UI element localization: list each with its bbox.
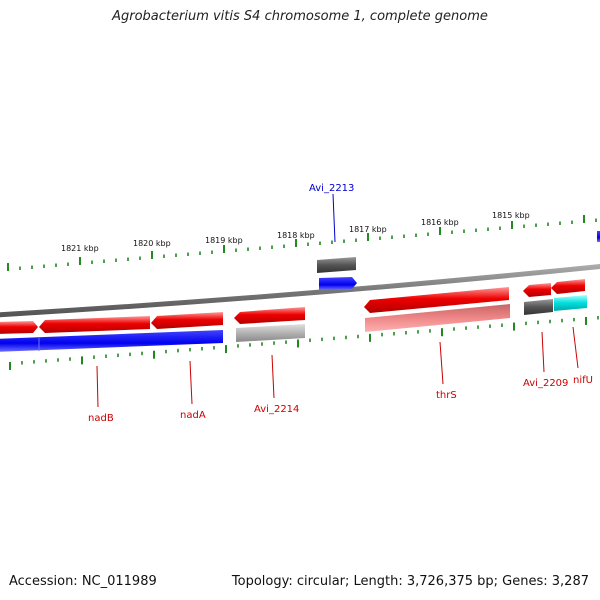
- topology-text: Topology: circular; Length: 3,726,375 bp…: [231, 574, 589, 589]
- gene-arrow-right-edge-blue[interactable]: [597, 231, 600, 242]
- label-thrS[interactable]: thrS: [436, 390, 457, 401]
- gene-arrow-left-edge[interactable]: [0, 321, 38, 334]
- scale-labels: 1821 kbp 1820 kbp 1819 kbp 1818 kbp 1817…: [61, 211, 530, 253]
- second-ring-features: [236, 295, 587, 342]
- gene-arrow-nadB[interactable]: [39, 316, 150, 333]
- feature-thrS-pink[interactable]: [365, 304, 510, 332]
- gene-arrow-thrS[interactable]: [364, 287, 509, 313]
- scale-label-1818: 1818 kbp: [277, 231, 315, 240]
- feature-nifU-cyan[interactable]: [554, 295, 587, 311]
- gene-arrow-Avi_2214[interactable]: [234, 307, 305, 324]
- leader-nadB: [96, 365, 99, 408]
- outer-tick-ring: [7, 215, 597, 271]
- label-Avi_2213[interactable]: Avi_2213: [309, 183, 354, 194]
- gene-labels: Avi_2213 nadB nadA Avi_2214 thrS Avi_220…: [88, 183, 593, 424]
- gene-arrow-Avi_2209[interactable]: [523, 283, 551, 297]
- map-title: Agrobacterium vitis S4 chromosome 1, com…: [112, 9, 488, 24]
- scale-label-1817: 1817 kbp: [349, 225, 387, 234]
- inner-tick-ring: [9, 316, 599, 370]
- gene-arrow-nadA[interactable]: [151, 312, 223, 329]
- label-leaders: [96, 193, 579, 408]
- leader-nifU: [572, 326, 579, 369]
- label-Avi_2209[interactable]: Avi_2209: [523, 378, 568, 389]
- leader-Avi_2213: [332, 193, 336, 243]
- leader-thrS: [439, 341, 444, 385]
- label-Avi_2214[interactable]: Avi_2214: [254, 404, 299, 415]
- scale-label-1819: 1819 kbp: [205, 236, 243, 245]
- label-nifU[interactable]: nifU: [573, 375, 593, 386]
- scale-label-1816: 1816 kbp: [421, 218, 459, 227]
- gene-arrow-Avi_2213[interactable]: [319, 277, 357, 290]
- chromosome-backbone: [0, 263, 600, 318]
- label-nadB[interactable]: nadB: [88, 413, 114, 424]
- leader-Avi_2209: [541, 331, 545, 373]
- gene-arrow-blue-left[interactable]: [0, 330, 223, 352]
- leader-Avi_2214: [271, 354, 275, 399]
- scale-label-1820: 1820 kbp: [133, 239, 171, 248]
- scale-label-1821: 1821 kbp: [61, 244, 99, 253]
- forward-strand-genes: [0, 279, 585, 334]
- feature-Avi_2214-gray[interactable]: [236, 324, 305, 342]
- scale-label-1815: 1815 kbp: [492, 211, 530, 220]
- leader-nadA: [189, 360, 193, 405]
- feature-Avi_2213-dark[interactable]: [317, 257, 356, 273]
- label-nadA[interactable]: nadA: [180, 410, 206, 421]
- feature-Avi_2209-dark[interactable]: [524, 299, 553, 315]
- accession-text: Accession: NC_011989: [9, 574, 157, 589]
- gene-arrow-nifU[interactable]: [551, 279, 585, 294]
- reverse-strand-genes: [0, 231, 600, 352]
